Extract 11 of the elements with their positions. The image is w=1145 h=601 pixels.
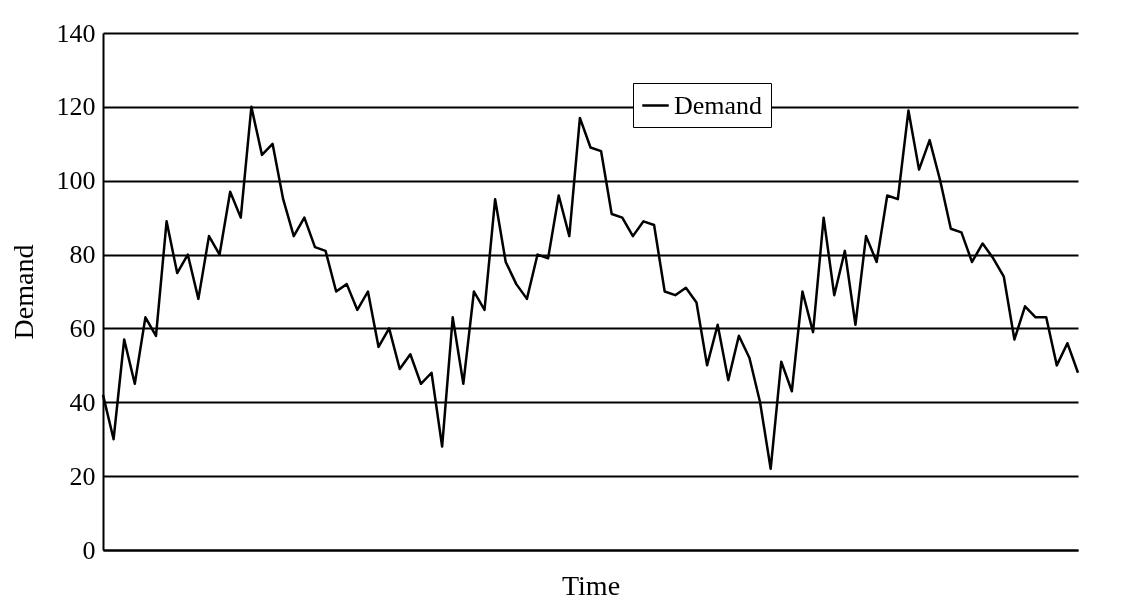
y-tick-label: 20 (69, 461, 96, 491)
y-tick-label: 40 (69, 387, 96, 417)
x-axis-title: Time (561, 569, 621, 601)
legend-label: Demand (674, 90, 763, 120)
y-tick-label: 140 (56, 18, 96, 48)
y-tick-label: 80 (69, 240, 96, 270)
y-axis-title: Demand (7, 244, 39, 340)
y-tick-label: 0 (82, 535, 96, 565)
y-tick-label: 100 (56, 166, 96, 196)
y-tick-label: 120 (56, 92, 96, 122)
y-tick-label: 60 (69, 313, 96, 343)
